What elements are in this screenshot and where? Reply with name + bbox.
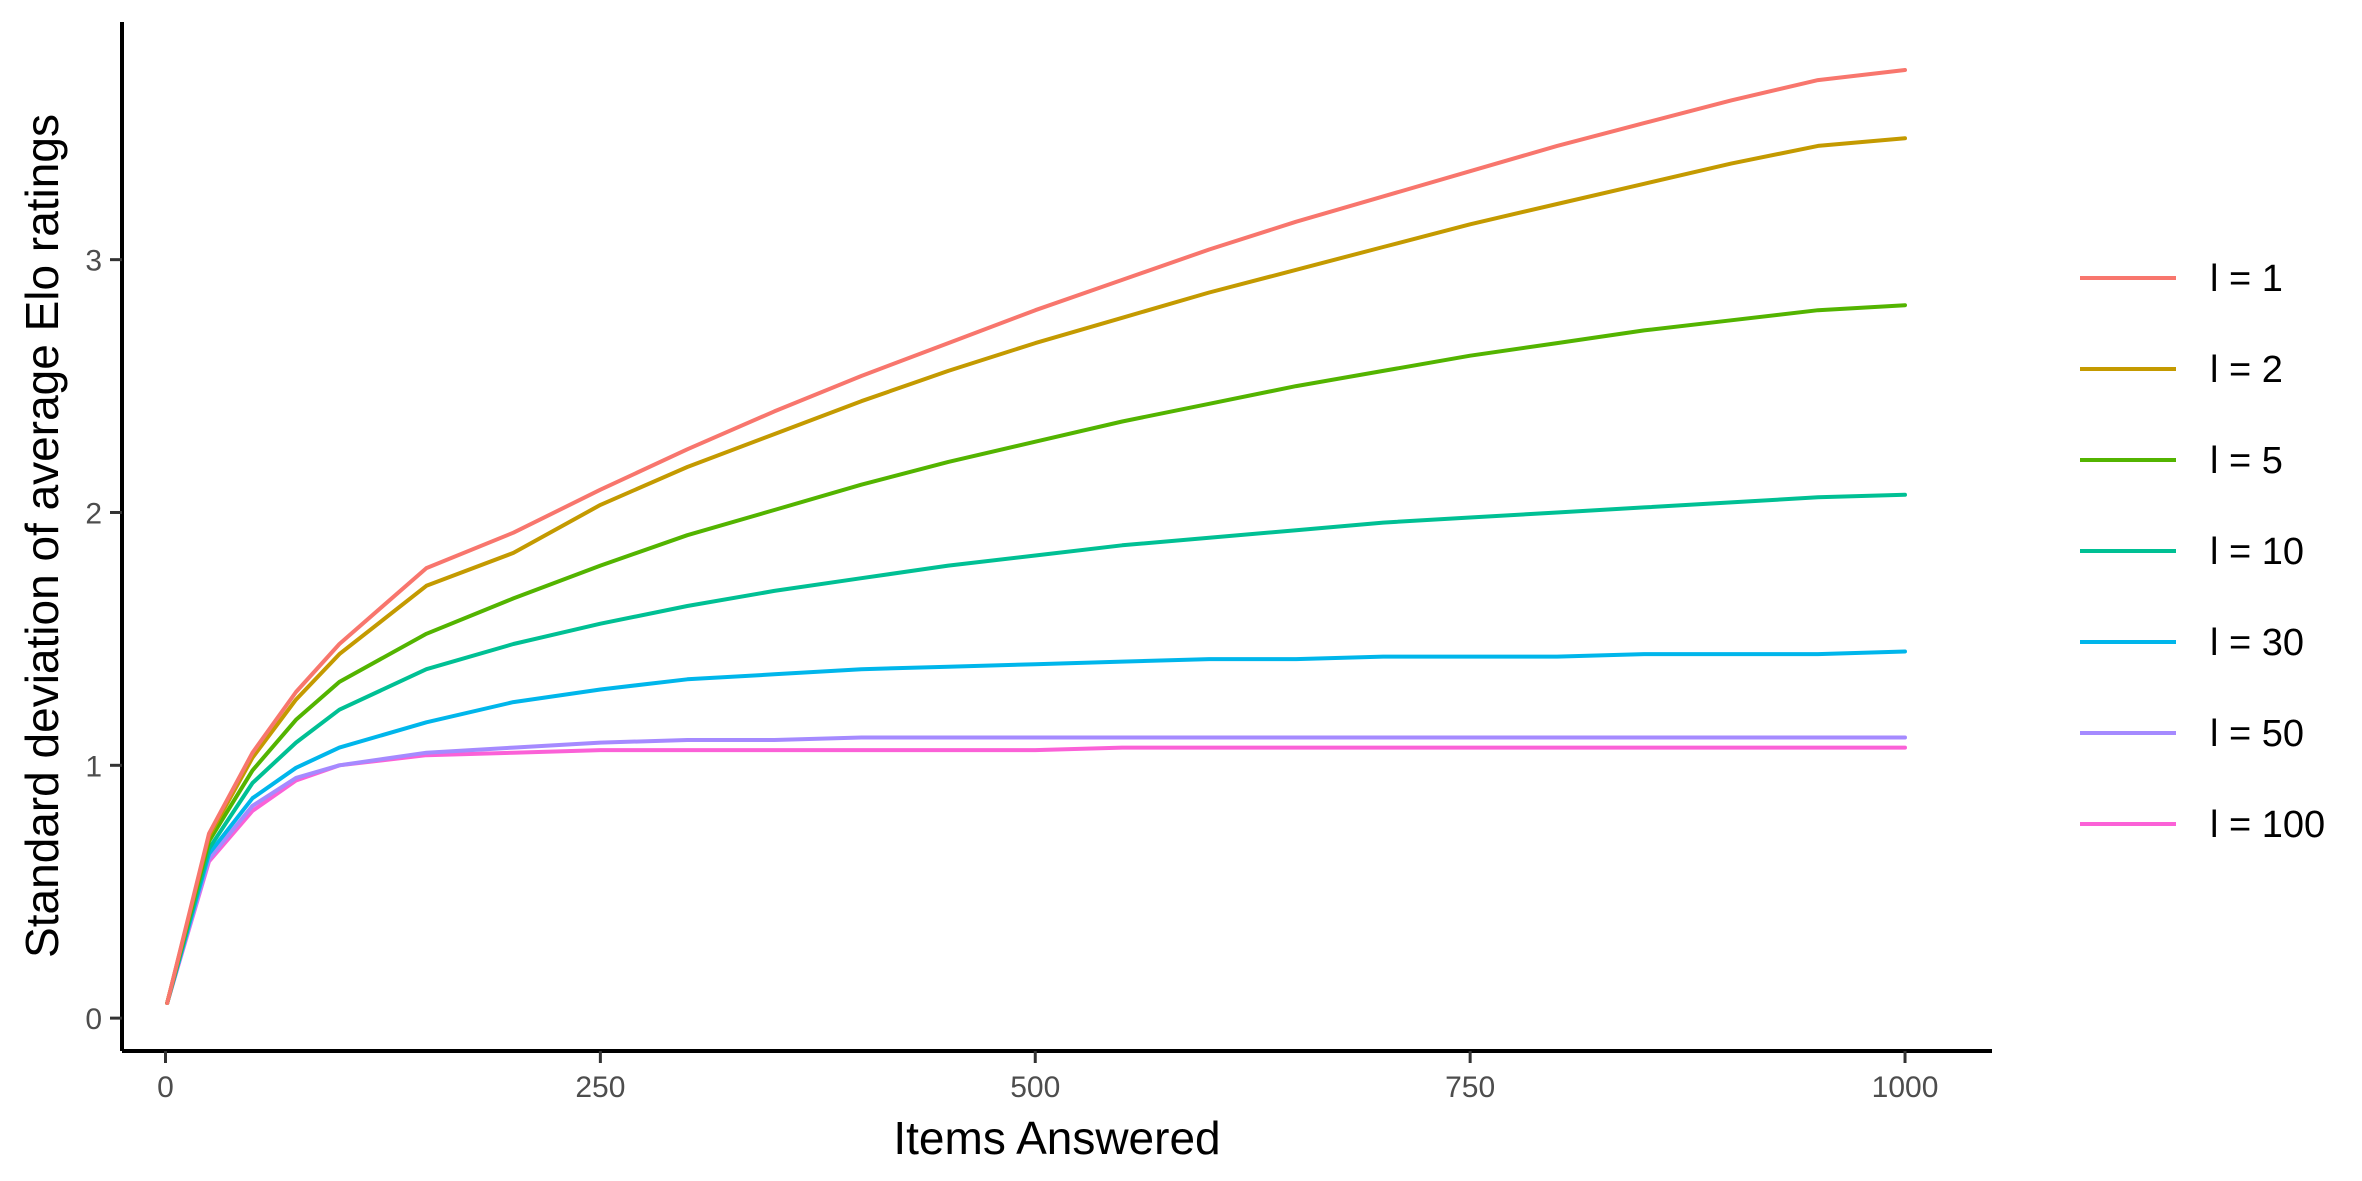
legend-label-l-5: l = 5: [2210, 440, 2283, 482]
x-tick-label-0: 0: [157, 1071, 174, 1104]
legend-label-l-100: l = 100: [2210, 804, 2325, 846]
series-lines: [165, 68, 1907, 1005]
series-line-l-30: [165, 649, 1907, 1005]
series-line-l-10: [165, 492, 1907, 1005]
legend-label-l-10: l = 10: [2210, 531, 2304, 573]
legend-label-l-30: l = 30: [2210, 622, 2304, 664]
y-tick-label-3: 3: [85, 245, 102, 278]
x-tick-label-1000: 1000: [1872, 1071, 1939, 1104]
legend-label-l-1: l = 1: [2210, 258, 2283, 300]
x-tick-label-500: 500: [1010, 1071, 1060, 1104]
series-line-l-50: [165, 735, 1907, 1005]
y-tick-label-1: 1: [85, 750, 102, 783]
y-tick-label-0: 0: [85, 1003, 102, 1036]
y-ticks: 0 1 2 3: [85, 245, 122, 1036]
y-axis-title: Standard deviation of average Elo rating…: [16, 114, 68, 958]
x-axis-title: Items Answered: [893, 1112, 1220, 1164]
y-tick-label-2: 2: [85, 497, 102, 530]
series-line-l-5: [165, 303, 1907, 1005]
legend-label-l-50: l = 50: [2210, 713, 2304, 755]
x-tick-label-750: 750: [1445, 1071, 1495, 1104]
legend: l = 1 l = 2 l = 5 l = 10 l = 30 l = 50 l = 100: [2080, 258, 2325, 846]
series-line-l-100: [165, 745, 1907, 1005]
series-line-l-2: [165, 136, 1907, 1005]
axes: [120, 22, 1992, 1053]
legend-label-l-2: l = 2: [2210, 349, 2283, 391]
x-ticks: 0 250 500 750 1000: [157, 1051, 1938, 1104]
x-tick-label-250: 250: [575, 1071, 625, 1104]
series-line-l-1: [165, 68, 1907, 1005]
